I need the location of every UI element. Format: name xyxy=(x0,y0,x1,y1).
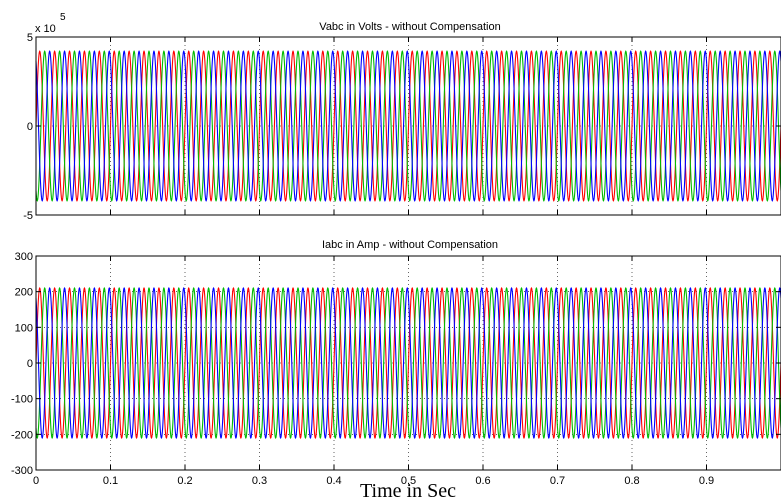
y-tick-label: -5 xyxy=(23,210,33,222)
y-tick-label: 0 xyxy=(27,121,33,133)
x-tick-label: 0.6 xyxy=(475,475,490,487)
x-tick-label: 0.3 xyxy=(252,475,267,487)
x-tick-label: 0.2 xyxy=(177,475,192,487)
y-tick-label: 5 xyxy=(27,32,33,44)
series-line-phase-1 xyxy=(35,287,781,439)
current-plot: Iabc in Amp - without Compensation -300 -… xyxy=(11,239,781,487)
y-tick-label: 0 xyxy=(27,358,33,370)
series-line-phase-1 xyxy=(35,50,781,202)
x-tick-label: 0.7 xyxy=(550,475,565,487)
voltage-plot-exponent-power: 5 xyxy=(60,12,66,23)
x-tick-label: 0.1 xyxy=(103,475,118,487)
x-tick-label: 0.8 xyxy=(624,475,639,487)
x-tick-label: 0 xyxy=(33,475,39,487)
voltage-plot-title: Vabc in Volts - without Compensation xyxy=(319,21,500,33)
y-tick-label: 200 xyxy=(15,287,33,299)
x-axis-label: Time in Sec xyxy=(360,480,456,502)
series-line-phase-3 xyxy=(35,287,781,439)
voltage-plot: Vabc in Volts - without Compensation x 1… xyxy=(23,12,781,222)
y-tick-label: 100 xyxy=(15,322,33,334)
voltage-plot-exponent-base: x 10 xyxy=(35,23,56,35)
y-tick-label: 300 xyxy=(15,251,33,263)
x-tick-label: 0.9 xyxy=(699,475,714,487)
series-line-phase-2 xyxy=(35,50,781,202)
y-tick-label: -100 xyxy=(11,394,33,406)
x-tick-label: 0.4 xyxy=(326,475,341,487)
series-line-phase-2 xyxy=(35,287,781,439)
series-line-phase-3 xyxy=(35,50,781,202)
y-tick-label: -200 xyxy=(11,429,33,441)
y-tick-label: -300 xyxy=(11,465,33,477)
current-plot-title: Iabc in Amp - without Compensation xyxy=(322,239,498,251)
x-tick-label: 0.5 xyxy=(401,475,416,487)
